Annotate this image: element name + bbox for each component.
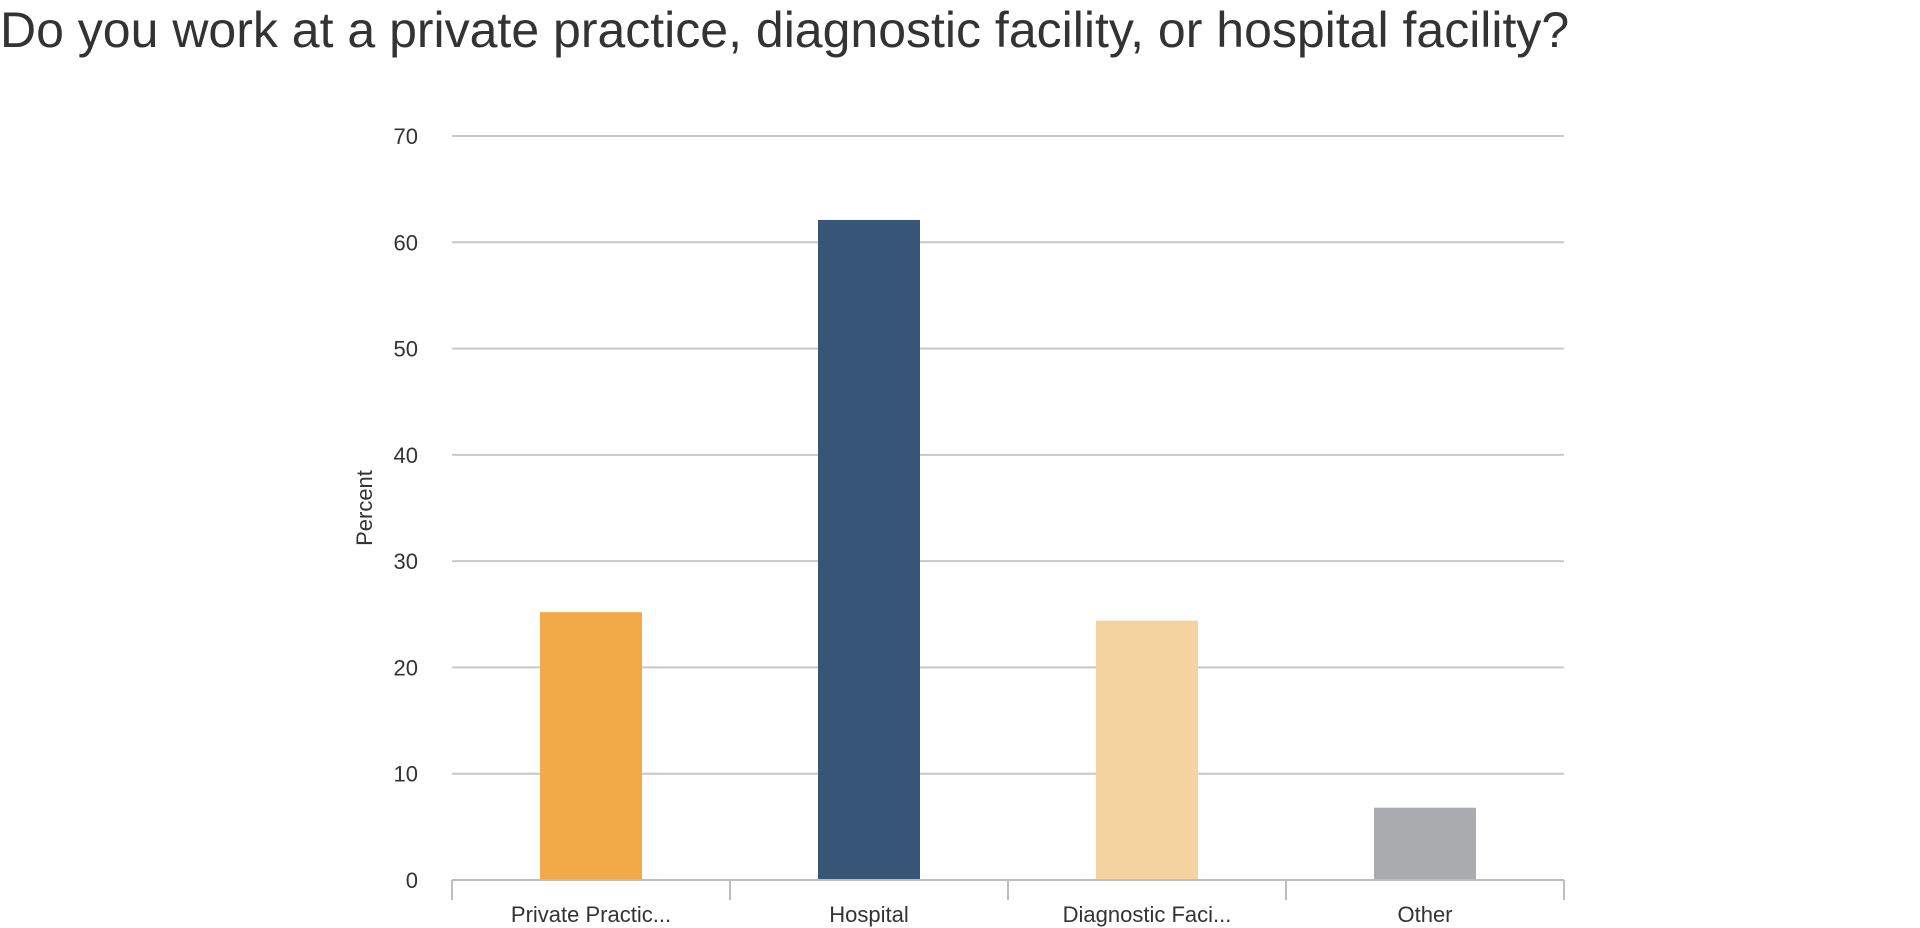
y-axis-title: Percent <box>352 470 377 546</box>
y-tick-label: 0 <box>406 868 418 893</box>
x-axis-labels: Private Practic... Hospital Diagnostic Fac… <box>511 902 1453 927</box>
y-tick-label: 70 <box>394 124 418 149</box>
bar <box>1374 807 1476 880</box>
bar <box>540 612 642 880</box>
x-axis <box>451 879 1565 900</box>
y-tick-label: 30 <box>394 549 418 574</box>
x-tick-label: Diagnostic Faci... <box>1063 902 1232 927</box>
x-tick-label: Other <box>1397 902 1452 927</box>
y-tick-label: 50 <box>394 337 418 362</box>
y-axis-ticks: 0 10 20 30 40 50 60 70 <box>394 124 418 893</box>
y-tick-label: 60 <box>394 230 418 255</box>
bars <box>540 219 1476 881</box>
x-tick-label: Hospital <box>829 902 908 927</box>
y-tick-label: 40 <box>394 443 418 468</box>
bar <box>1096 620 1198 880</box>
y-tick-label: 20 <box>394 655 418 680</box>
chart-title: Do you work at a private practice, diagn… <box>0 2 1570 58</box>
x-tick-label: Private Practic... <box>511 902 671 927</box>
bar <box>818 219 920 881</box>
y-tick-label: 10 <box>394 762 418 787</box>
